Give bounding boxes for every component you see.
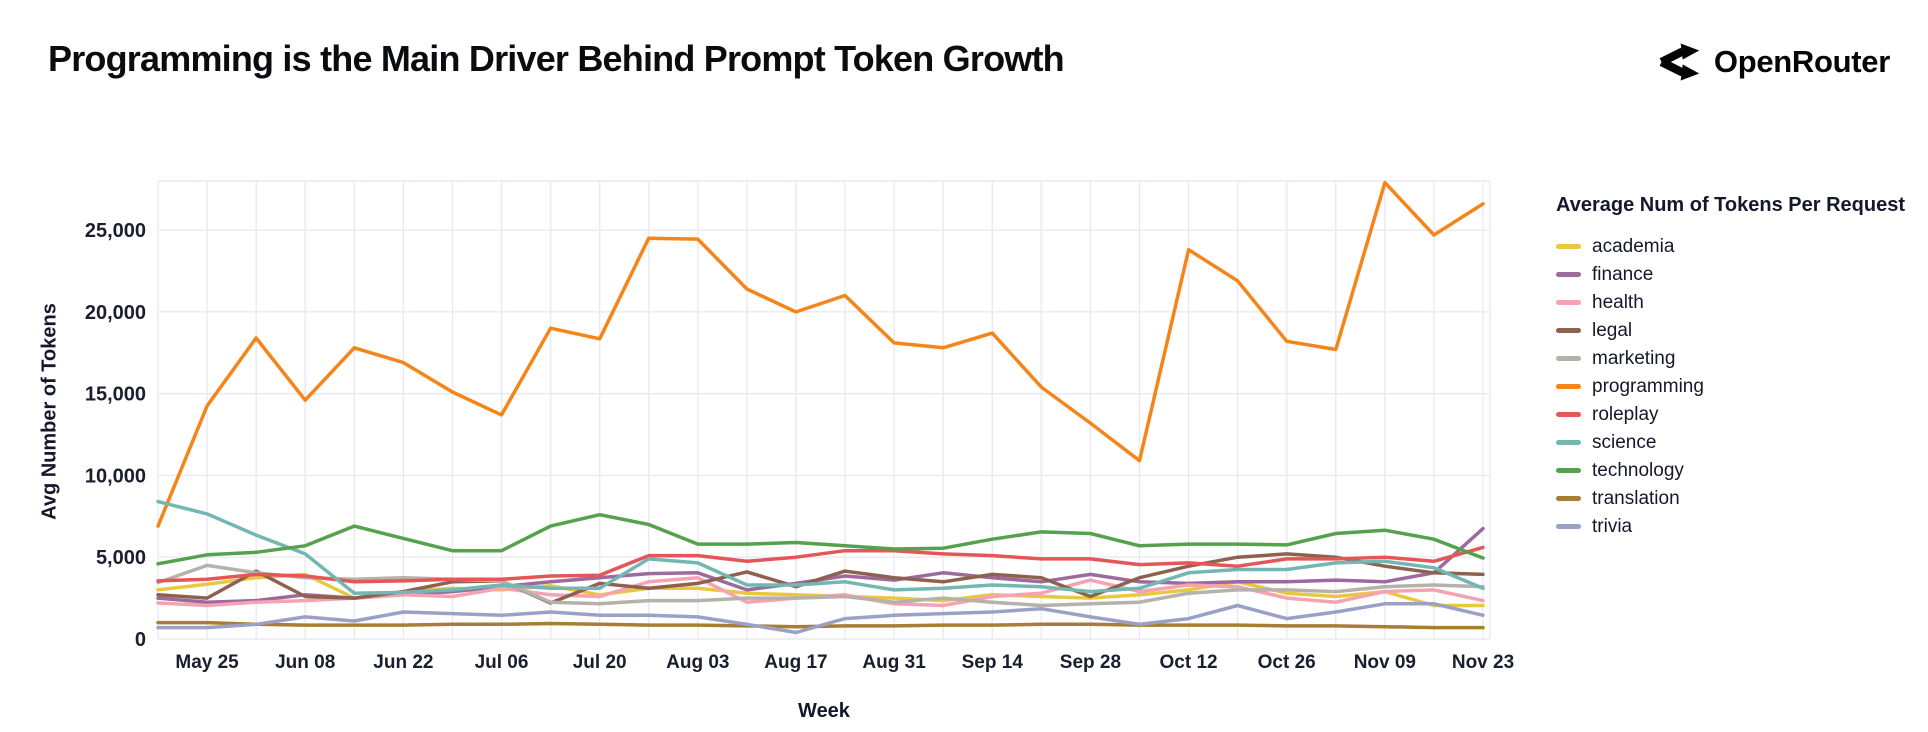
legend-label: science: [1592, 431, 1657, 453]
x-tick-label: Jul 20: [573, 652, 627, 673]
legend-item-health[interactable]: health: [1556, 288, 1916, 316]
legend-swatch-technology: [1556, 467, 1581, 473]
x-tick-label: Oct 26: [1258, 652, 1316, 673]
legend-label: marketing: [1592, 347, 1676, 369]
legend-swatch-translation: [1556, 495, 1581, 501]
x-tick-label: Oct 12: [1160, 652, 1218, 673]
legend-label: roleplay: [1592, 403, 1659, 425]
legend-label: legal: [1592, 319, 1633, 341]
legend-label: programming: [1592, 375, 1704, 397]
legend-label: trivia: [1592, 515, 1633, 537]
legend-item-technology[interactable]: technology: [1556, 456, 1916, 484]
legend-items: academia finance health legal marketing progr…: [1556, 232, 1916, 540]
openrouter-logo[interactable]: OpenRouter: [1656, 40, 1890, 84]
series-line-marketing: [156, 563, 1485, 608]
legend-label: translation: [1592, 487, 1680, 509]
series-line-programming: [156, 180, 1485, 528]
legend-item-legal[interactable]: legal: [1556, 316, 1916, 344]
legend: Average Num of Tokens Per Request academ…: [1556, 194, 1916, 540]
legend-item-academia[interactable]: academia: [1556, 232, 1916, 260]
legend-swatch-academia: [1556, 243, 1581, 249]
openrouter-logo-text: OpenRouter: [1713, 44, 1890, 79]
y-tick-label: 10,000: [85, 465, 146, 487]
series-line-roleplay: [156, 545, 1485, 584]
x-axis-title: Week: [798, 700, 850, 722]
x-tick-label: Nov 23: [1452, 652, 1514, 673]
x-tick-label: Jun 08: [275, 652, 335, 673]
legend-swatch-marketing: [1556, 355, 1581, 361]
legend-title: Average Num of Tokens Per Request: [1556, 194, 1905, 216]
x-tick-label: Aug 31: [862, 652, 926, 673]
legend-swatch-legal: [1556, 327, 1581, 333]
line-chart: 0 5,000 10,000 15,000 20,000 25,000 May 25 Jun …: [85, 180, 1514, 673]
legend-swatch-health: [1556, 299, 1581, 305]
y-tick-label: 0: [135, 629, 146, 651]
legend-label: academia: [1592, 235, 1675, 257]
legend-label: finance: [1592, 263, 1654, 285]
x-tick-label: Jul 06: [475, 652, 529, 673]
x-tick-label: Aug 03: [666, 652, 729, 673]
x-tick-label: Jun 22: [373, 652, 433, 673]
legend-swatch-programming: [1556, 383, 1581, 389]
legend-swatch-roleplay: [1556, 411, 1581, 417]
series-line-technology: [156, 512, 1485, 566]
x-tick-label: Sep 28: [1060, 652, 1121, 673]
legend-item-science[interactable]: science: [1556, 428, 1916, 456]
x-tick-label: Nov 09: [1354, 652, 1416, 673]
y-axis-title: Avg Number of Tokens: [38, 303, 61, 520]
series-line-legal: [156, 552, 1485, 605]
legend-item-trivia[interactable]: trivia: [1556, 512, 1916, 540]
series-line-trivia: [156, 602, 1485, 635]
legend-item-finance[interactable]: finance: [1556, 260, 1916, 288]
legend-item-roleplay[interactable]: roleplay: [1556, 400, 1916, 428]
legend-swatch-finance: [1556, 271, 1581, 277]
y-tick-label: 15,000: [85, 384, 146, 406]
y-tick-label: 25,000: [85, 220, 146, 242]
legend-label: technology: [1592, 459, 1684, 481]
chart-title: Programming is the Main Driver Behind Pr…: [48, 38, 1065, 79]
x-tick-label: Sep 14: [962, 652, 1024, 673]
legend-item-programming[interactable]: programming: [1556, 372, 1916, 400]
y-tick-label: 20,000: [85, 302, 146, 324]
legend-label: health: [1592, 291, 1644, 313]
legend-swatch-science: [1556, 439, 1581, 445]
legend-item-marketing[interactable]: marketing: [1556, 344, 1916, 372]
x-tick-label: May 25: [175, 652, 239, 673]
x-tick-label: Aug 17: [764, 652, 827, 673]
openrouter-logo-icon: [1656, 40, 1700, 84]
legend-swatch-trivia: [1556, 523, 1581, 529]
y-tick-label: 5,000: [96, 547, 146, 569]
legend-item-translation[interactable]: translation: [1556, 484, 1916, 512]
series-line-science: [156, 499, 1485, 595]
